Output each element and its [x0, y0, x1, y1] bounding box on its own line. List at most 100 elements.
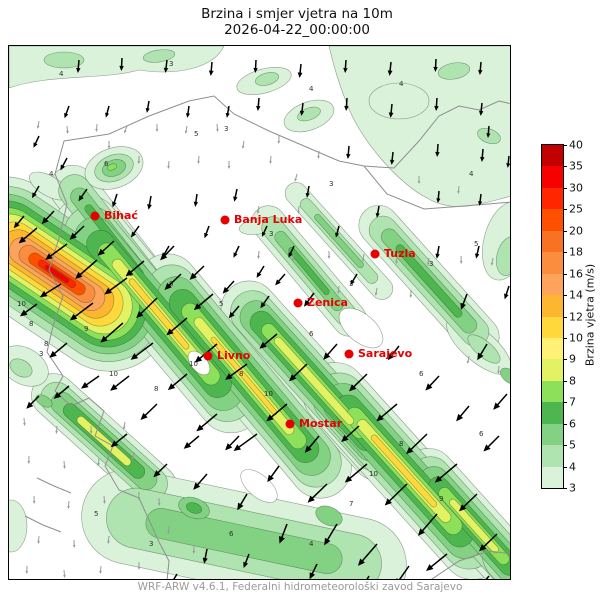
city-label: Livno [217, 349, 251, 362]
colorbar-tick-label: 9 [569, 352, 576, 366]
contour-value-label: 6 [229, 530, 234, 538]
colorbar-segment [542, 273, 563, 296]
contour-label-layer: 3444533461089108105635810634356810965364… [17, 60, 484, 548]
colorbar-segment [542, 209, 563, 231]
colorbar-tick [563, 316, 567, 318]
city-label: Mostar [299, 417, 343, 430]
city-marker [220, 215, 230, 225]
colorbar-tick-label: 18 [569, 245, 583, 259]
colorbar-tick [563, 187, 567, 189]
colorbar-segment [542, 402, 563, 424]
contour-value-label: 3 [269, 230, 273, 238]
contour-value-label: 9 [439, 495, 443, 503]
calm-wind-arrow-layer [23, 120, 500, 578]
colorbar-tick [563, 166, 567, 168]
colorbar-tick [563, 145, 567, 146]
colorbar-tick [563, 209, 567, 211]
city-marker [293, 298, 303, 308]
contour-value-label: 9 [84, 325, 88, 333]
contour-value-label: 8 [399, 440, 403, 448]
colorbar-tick [563, 273, 567, 275]
contour-value-label: 8 [154, 385, 158, 393]
contour-value-label: 4 [399, 80, 404, 88]
colorbar-tick-label: 20 [569, 224, 583, 238]
contour-value-label: 10 [264, 390, 273, 398]
colorbar-tick-label: 12 [569, 310, 583, 323]
colorbar-segment [542, 187, 563, 210]
model-credit: WRF-ARW v4.6.1, Federalni hidrometeorolo… [137, 581, 463, 593]
page-title: Brzina i smjer vjetra na 10m [201, 6, 393, 22]
city-marker [90, 211, 100, 221]
colorbar-tick [563, 466, 567, 468]
contour-value-label: 3 [39, 350, 43, 358]
city-marker [370, 249, 380, 259]
contour-value-label: 3 [169, 60, 173, 68]
city-label: Bihać [104, 209, 138, 222]
colorbar-segment [542, 295, 563, 317]
colorbar-segment [542, 466, 563, 488]
colorbar-segment [542, 230, 563, 253]
colorbar-tick-label: 40 [569, 138, 583, 152]
contour-value-label: 4 [59, 70, 64, 78]
contour-value-label: 6 [104, 160, 109, 168]
colorbar-segment [542, 359, 563, 381]
colorbar-tick-label: 6 [569, 417, 576, 431]
colorbar-tick [563, 402, 567, 404]
colorbar-tick-label: 3 [569, 481, 576, 495]
colorbar-segment [542, 380, 563, 403]
colorbar-tick [563, 230, 567, 232]
contour-value-label: 4 [309, 540, 314, 548]
colorbar-tick-label: 30 [569, 181, 583, 195]
colorbar-segment [542, 423, 563, 446]
contour-value-label: 5 [194, 130, 198, 138]
city-marker-layer: Bihać Banja Luka Tuzla Zenica Sarajevo Livno M… [90, 209, 416, 430]
colorbar-tick [563, 252, 567, 254]
contour-value-label: 5 [474, 240, 478, 248]
contour-value-label: 3 [329, 180, 333, 188]
city-marker [344, 349, 354, 359]
colorbar-tick-label: 5 [569, 438, 576, 452]
colorbar-segment [542, 145, 563, 167]
contour-value-label: 10 [369, 470, 378, 478]
contour-value-label: 10 [189, 360, 198, 368]
colorbar-segment [542, 166, 563, 188]
colorbar-tick-label: 35 [569, 159, 583, 173]
colorbar-tick-label: 4 [569, 460, 576, 474]
contour-value-label: 3 [149, 540, 153, 548]
map-panel: 3444533461089108105635810634356810965364… [8, 45, 511, 580]
city-label: Sarajevo [358, 347, 413, 360]
colorbar-segment [542, 445, 563, 467]
colorbar-segment [542, 337, 563, 360]
colorbar-tick-label: 7 [569, 395, 576, 409]
colorbar-tick [563, 295, 567, 297]
colorbar-tick-label: 25 [569, 202, 583, 216]
contour-value-label: 6 [309, 330, 314, 338]
wind-map-canvas: 3444533461089108105635810634356810965364… [9, 46, 510, 579]
wind-arrow-layer [13, 57, 510, 579]
colorbar-tick [563, 359, 567, 361]
colorbar-tick-label: 14 [569, 288, 583, 302]
colorbar-tick [563, 423, 567, 425]
city-marker [285, 419, 295, 429]
contour-value-label: 10 [17, 300, 26, 308]
city-label: Banja Luka [234, 213, 302, 226]
contour-value-label: 5 [219, 300, 223, 308]
contour-value-label: 8 [29, 320, 33, 328]
contour-value-label: 8 [44, 340, 48, 348]
colorbar-tick [563, 488, 567, 489]
city-label: Tuzla [384, 247, 416, 260]
contour-value-label: 10 [109, 370, 118, 378]
colorbar-tick [563, 337, 567, 339]
colorbar-segment [542, 252, 563, 274]
colorbar [541, 144, 564, 489]
city-label: Zenica [307, 296, 348, 309]
colorbar-tick [563, 380, 567, 382]
contour-value-label: 7 [349, 500, 353, 508]
colorbar-tick-label: 10 [569, 331, 583, 345]
colorbar-tick-label: 16 [569, 267, 583, 281]
contour-value-label: 4 [469, 170, 474, 178]
valid-time-subtitle: 2026-04-22_00:00:00 [224, 22, 370, 38]
colorbar-tick [563, 445, 567, 447]
contour-value-label: 3 [429, 260, 433, 268]
